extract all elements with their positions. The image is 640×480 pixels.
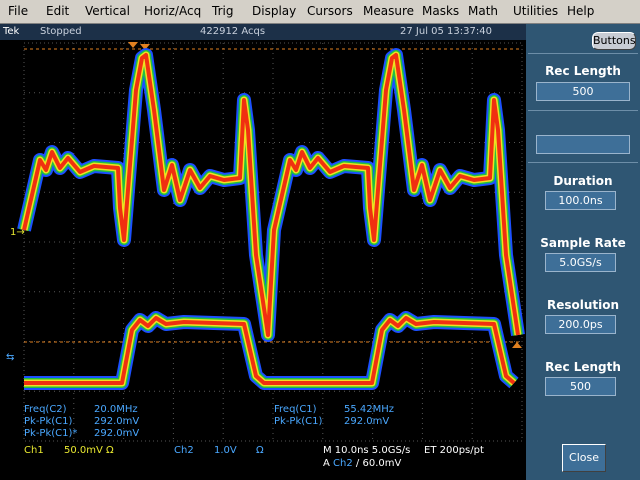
ch1-impedance: Ω [106, 445, 114, 456]
empty-field[interactable] [536, 135, 630, 154]
menu-item[interactable]: Display [252, 4, 297, 18]
brand: Tek [3, 26, 20, 37]
timestamp: 27 Jul 05 13:37:40 [400, 26, 492, 37]
menu-item[interactable]: Measure [363, 4, 414, 18]
separator [528, 162, 638, 163]
meas-label: Pk-Pk(C1) [274, 416, 323, 427]
trigger-marker [128, 42, 138, 48]
trigger-channel: Ch2 [333, 458, 353, 469]
ch1-marker: 1→ [10, 227, 25, 238]
menu-item[interactable]: Utilities [513, 4, 559, 18]
close-button[interactable]: Close [562, 444, 606, 472]
ch1-label: Ch1 [24, 445, 44, 456]
panel-label: Sample Rate [540, 236, 626, 250]
ch2-label: Ch2 [174, 445, 194, 456]
panel-label: Rec Length [545, 64, 621, 78]
panel-value[interactable]: 100.0ns [545, 191, 616, 210]
menu-item[interactable]: Trig [212, 4, 234, 18]
meas-value: 20.0MHz [94, 404, 138, 415]
meas-value: 292.0mV [94, 416, 140, 427]
ch2-scale: 1.0V [214, 445, 237, 456]
trigger-level: 60.0mV [362, 458, 402, 469]
menu-item[interactable]: File [8, 4, 29, 18]
meas-value: 292.0mV [344, 416, 390, 427]
separator [528, 110, 638, 111]
menu-item[interactable]: Vertical [85, 4, 130, 18]
meas-label: Pk-Pk(C1) [24, 416, 73, 427]
meas-value: 55.42MHz [344, 404, 395, 415]
ch1-waveform [22, 53, 520, 337]
ch2-impedance: Ω [256, 445, 264, 456]
trigger-source: A Ch2 / 60.0mV [323, 458, 401, 469]
panel-label: Resolution [546, 298, 620, 312]
trigger-slope: / [355, 458, 360, 469]
menu-item[interactable]: Cursors [307, 4, 353, 18]
ch1-scale: 50.0mV [64, 445, 103, 456]
ref-marker: ⇆ [6, 352, 14, 363]
menu-item[interactable]: Edit [46, 4, 70, 18]
menu-item[interactable]: Help [567, 4, 595, 18]
menu-item[interactable]: Math [468, 4, 499, 18]
trigger-marker [512, 342, 522, 348]
meas-label: Freq(C1) [274, 404, 317, 415]
panel-label: Rec Length [545, 360, 621, 374]
menu-bar: File Edit Vertical Horiz/Acq Trig Displa… [0, 0, 640, 24]
side-panel: Buttons Rec Length 500 Duration 100.0ns … [526, 24, 640, 480]
status-bar: Tek Stopped 422912 Acqs 27 Jul 05 13:37:… [0, 24, 526, 40]
menu-item[interactable]: Masks [422, 4, 460, 18]
buttons-toggle[interactable]: Buttons [592, 32, 636, 50]
acq-state: Stopped [40, 26, 82, 37]
trigger-label: A [323, 458, 330, 469]
panel-value[interactable]: 500 [545, 377, 616, 396]
meas-label: Pk-Pk(C1)* [24, 428, 78, 439]
panel-value[interactable]: 500 [536, 82, 630, 101]
menu-item[interactable]: Horiz/Acq [144, 4, 202, 18]
panel-value[interactable]: 200.0ps [545, 315, 616, 334]
et-resolution: ET 200ps/pt [424, 445, 484, 456]
acq-count: 422912 Acqs [200, 26, 266, 37]
meas-label: Freq(C2) [24, 404, 67, 415]
ch2-waveform [24, 316, 516, 385]
panel-value[interactable]: 5.0GS/s [545, 253, 616, 272]
panel-label: Duration [553, 174, 613, 188]
timebase: M 10.0ns 5.0GS/s [323, 445, 411, 456]
meas-value: 292.0mV [94, 428, 140, 439]
trigger-marker [140, 44, 150, 50]
display: ⇆ [6, 42, 525, 442]
separator [528, 53, 638, 54]
